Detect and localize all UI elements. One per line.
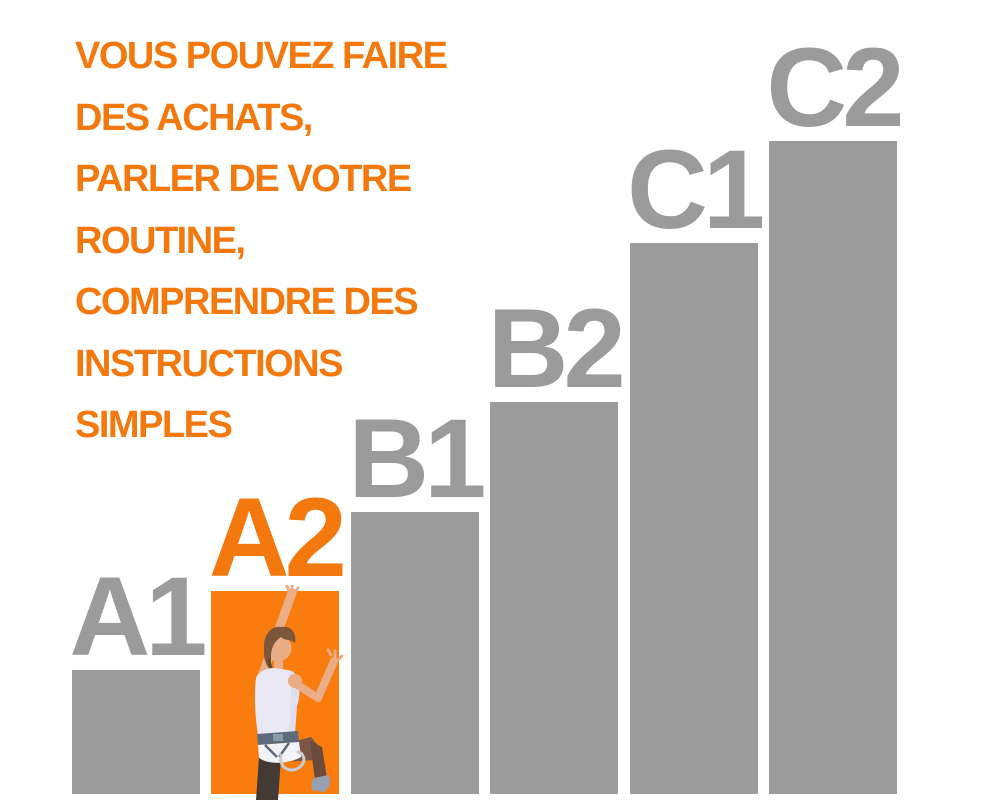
bar-C1: [629, 243, 758, 794]
caption-line: ROUTINE,: [75, 219, 246, 262]
caption-line: DES ACHATS,: [75, 96, 313, 139]
bar-B1: [350, 512, 479, 794]
bar-label-B1: B1: [348, 395, 486, 521]
bar-C2: [769, 141, 897, 794]
climber-neck: [274, 657, 283, 670]
bar-label-C2: C2: [766, 24, 904, 150]
climber-shoe: [311, 775, 331, 792]
climber-right-shin: [310, 741, 327, 780]
caption: VOUS POUVEZ FAIRE DES ACHATS, PARLER DE VO…: [75, 26, 495, 457]
bar-A1: [72, 670, 200, 794]
bar-label-A1: A1: [69, 553, 207, 679]
climber-svg: [254, 583, 344, 800]
bar-label-A2: A2: [208, 474, 347, 600]
climber-bent-arm: [292, 657, 338, 702]
caption-line: SIMPLES: [75, 404, 233, 446]
climber-shirt: [254, 668, 300, 736]
climber-left-leg: [256, 757, 281, 800]
climber-raised-hand: [285, 583, 300, 594]
climber-harness-buckle: [273, 734, 283, 741]
caption-line: INSTRUCTIONS: [75, 342, 344, 385]
climber-hair: [263, 626, 296, 673]
bar-label-C1: C1: [627, 126, 765, 252]
caption-line: VOUS POUVEZ FAIRE: [75, 35, 448, 77]
bar-label-B2: B2: [487, 285, 626, 411]
climber-illustration: [245, 583, 345, 800]
climber-bent-hand: [326, 648, 344, 662]
caption-line: COMPRENDRE DES: [75, 281, 419, 323]
caption-line: PARLER DE VOTRE: [75, 158, 412, 200]
climber-rope-loop: [279, 750, 306, 772]
bar-B2: [490, 402, 619, 794]
climber-hair-nape: [268, 657, 277, 673]
